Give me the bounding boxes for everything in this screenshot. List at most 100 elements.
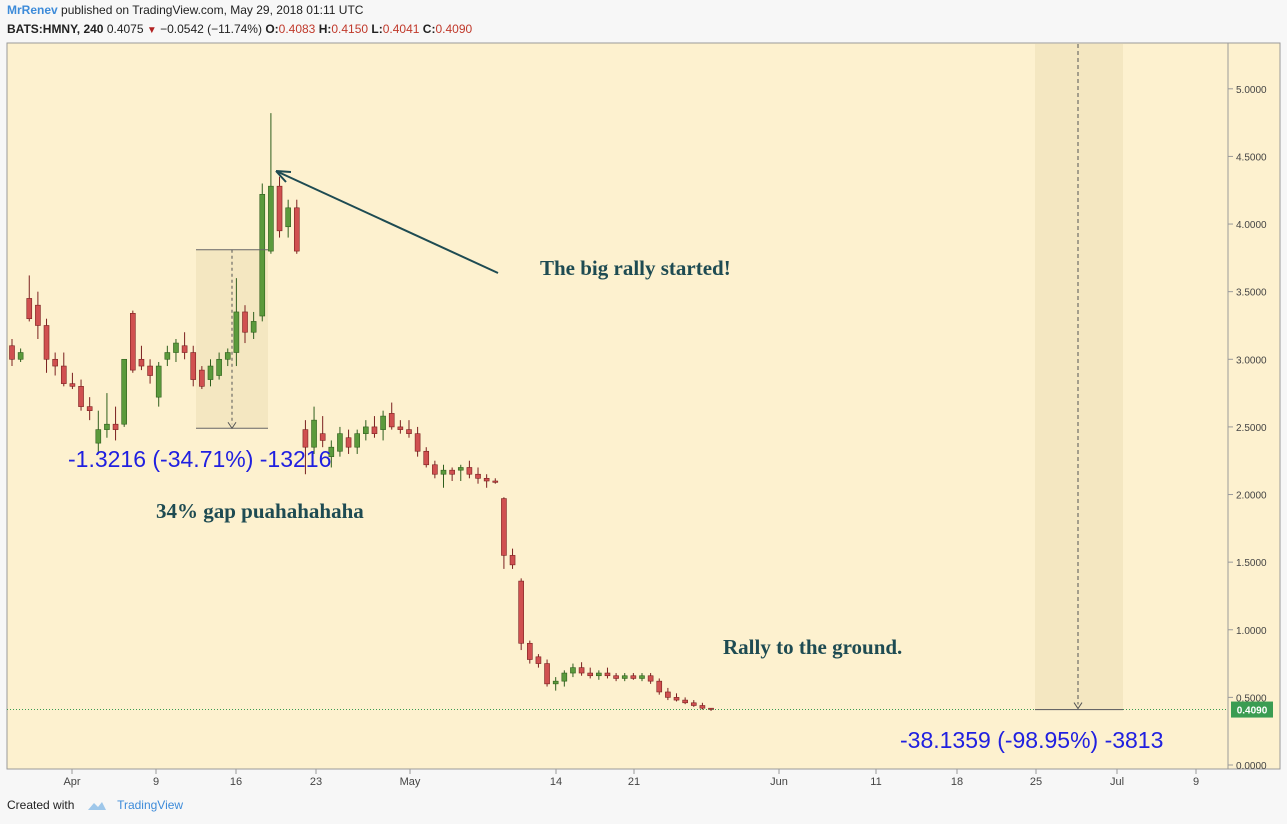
candle-body[interactable] [268,185,274,252]
candle-body[interactable] [60,365,67,384]
high-label: H: [318,22,332,36]
candle-body[interactable] [293,207,300,252]
candle-body[interactable] [138,358,145,367]
candle-body[interactable] [552,680,559,685]
tradingview-brand[interactable]: TradingView [117,798,184,812]
candle-body[interactable] [397,426,404,430]
author-link[interactable]: MrRenev [7,3,58,17]
candle-body[interactable] [337,433,343,452]
candle-body[interactable] [673,697,680,701]
candle-body[interactable] [354,433,361,448]
candle-body[interactable] [665,691,671,698]
candle-body[interactable] [388,413,395,428]
candle-body[interactable] [52,358,58,367]
candle-body[interactable] [596,672,602,677]
candle-body[interactable] [492,480,499,483]
candle-body[interactable] [501,498,507,556]
candle-body[interactable] [613,675,619,679]
candle-body[interactable] [509,555,516,566]
candle-body[interactable] [69,383,76,387]
candle-body[interactable] [475,473,481,479]
candle-body[interactable] [621,675,628,679]
price-axis-area[interactable] [1227,42,1281,770]
candle-body[interactable] [630,675,637,679]
candle-body[interactable] [259,193,266,317]
candle-body[interactable] [544,663,550,685]
candle-body[interactable] [95,429,102,444]
candle-body[interactable] [708,707,714,710]
candle-body[interactable] [690,702,697,706]
candle-body[interactable] [147,365,153,376]
candle-body[interactable] [578,667,585,674]
candle-body[interactable] [319,433,326,441]
candle-body[interactable] [276,185,283,232]
candle-body[interactable] [121,358,127,425]
candle-body[interactable] [682,699,688,704]
candle-body[interactable] [371,426,378,434]
candle-body[interactable] [526,642,533,660]
candle-body[interactable] [656,680,663,693]
candle-body[interactable] [570,667,576,674]
drop-measure-label: -38.1359 (-98.95%) -3813 [900,727,1163,753]
change-value: −0.0542 (−11.74%) [160,22,262,36]
candle-body[interactable] [699,705,706,709]
candle-body[interactable] [432,464,438,475]
x-tick-label: Apr [63,776,80,788]
candle-body[interactable] [181,345,188,353]
candle-body[interactable] [535,656,542,664]
x-tick-label: 9 [1193,776,1199,788]
candle-body[interactable] [216,358,222,376]
candle-body[interactable] [190,352,197,380]
candle-body[interactable] [207,365,214,380]
candle-body[interactable] [345,437,352,448]
tradingview-logo-icon [87,801,106,810]
x-tick-label: 14 [550,776,562,788]
candle-body[interactable] [466,467,473,475]
candle-body[interactable] [250,321,257,333]
candle-body[interactable] [414,433,421,452]
candle-body[interactable] [112,423,119,430]
candle-body[interactable] [224,352,231,360]
symbol-label: BATS:HMNY, 240 [7,22,104,36]
candle-body[interactable] [173,342,179,353]
candle-body[interactable] [242,311,248,333]
candle-body[interactable] [164,352,171,360]
candle-body[interactable] [9,345,15,360]
candle-body[interactable] [440,469,447,475]
y-tick-label: 1.0000 [1236,626,1267,637]
candle-body[interactable] [587,672,594,677]
candle-body[interactable] [17,352,24,360]
candle-body[interactable] [35,304,41,326]
candle-body[interactable] [449,469,455,475]
x-tick-label: 23 [310,776,322,788]
candle-body[interactable] [457,467,464,471]
candle-body[interactable] [26,298,33,320]
candle-body[interactable] [233,311,240,353]
candle-body[interactable] [639,675,645,679]
candle-body[interactable] [302,429,309,448]
candle-body[interactable] [518,580,524,644]
candle-body[interactable] [285,207,291,228]
candle-body[interactable] [328,446,335,457]
candle-body[interactable] [155,365,162,398]
candle-body[interactable] [647,675,654,682]
candle-body[interactable] [423,450,430,466]
candle-body[interactable] [561,672,568,682]
candle-body[interactable] [78,386,84,407]
candle-body[interactable] [363,426,369,434]
candle-body[interactable] [104,423,110,430]
candle-body[interactable] [199,369,205,387]
candle-body[interactable] [43,325,50,360]
x-tick-label: 18 [951,776,963,788]
candle-body[interactable] [380,415,386,430]
candle-body[interactable] [483,477,490,482]
gap-measure-zone [196,249,268,429]
close-label: C: [422,22,436,36]
candle-body[interactable] [406,429,412,434]
candle-body[interactable] [604,672,611,677]
candle-body[interactable] [311,419,317,448]
candle-body[interactable] [130,313,136,371]
candle-body[interactable] [86,406,93,411]
gap-measure-label: -1.3216 (-34.71%) -13216 [68,446,331,472]
